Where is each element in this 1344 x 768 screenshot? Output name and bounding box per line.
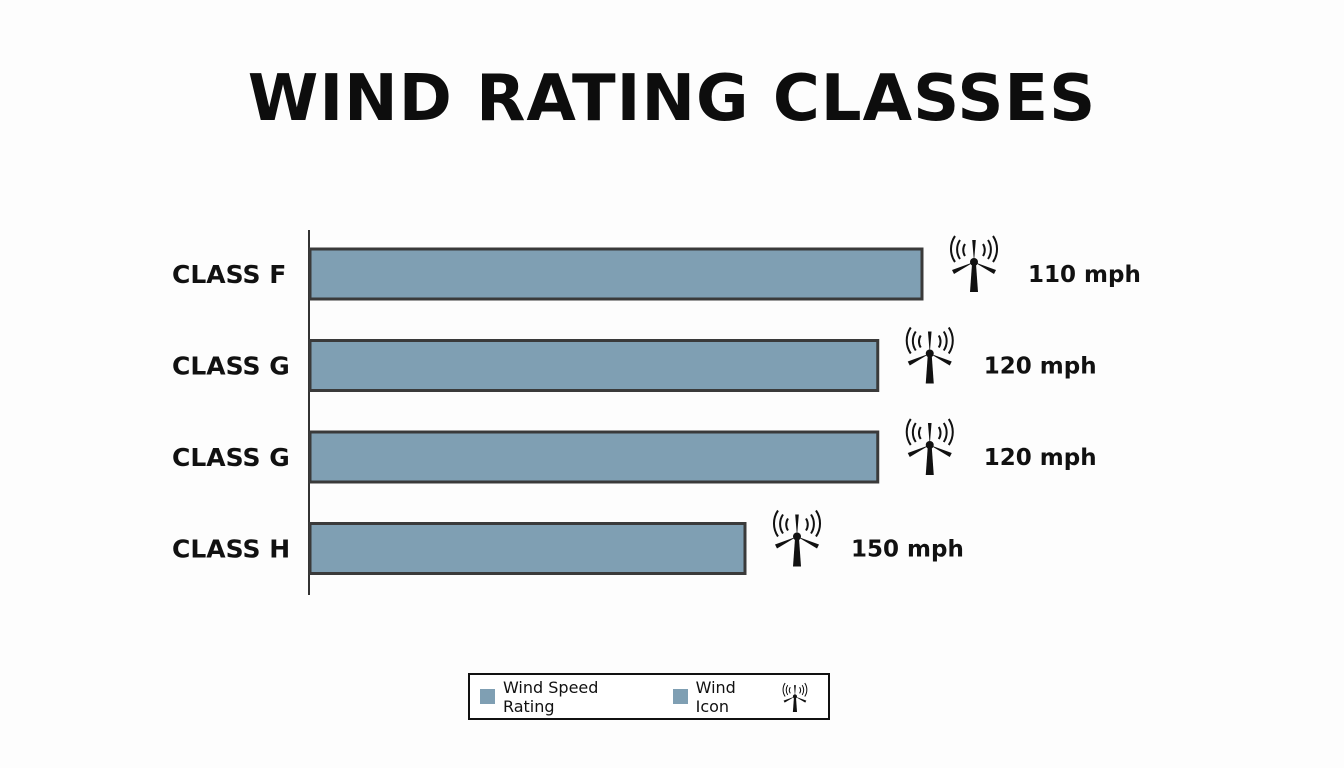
legend: Wind Speed Rating Wind Icon (468, 673, 830, 720)
wind-turbine-icon (905, 418, 954, 476)
legend-label: Wind Icon (695, 677, 736, 716)
legend-swatch (672, 689, 688, 704)
bar (308, 339, 880, 392)
category-label: CLASS F (172, 260, 286, 289)
wind-turbine-icon (772, 509, 822, 568)
legend-label: Wind Speed Rating (502, 677, 599, 716)
bar (308, 430, 880, 484)
value-label: 150 mph (851, 537, 964, 563)
legend-item-wind-speed-rating: Wind Speed Rating (480, 678, 655, 716)
wind-turbine-icon (782, 682, 808, 712)
legend-item-wind-icon: Wind Icon (672, 677, 810, 716)
category-label: CLASS G (172, 443, 290, 472)
bar (308, 522, 747, 575)
category-label: CLASS H (172, 535, 290, 564)
wind-turbine-icon (949, 235, 999, 293)
bar (308, 247, 924, 301)
legend-swatch (480, 689, 495, 704)
value-label: 120 mph (984, 354, 1097, 380)
wind-turbine-icon (905, 326, 954, 385)
value-label: 120 mph (984, 445, 1097, 471)
value-label: 110 mph (1028, 262, 1141, 288)
chart-title: WIND RATING CLASSES (247, 62, 1097, 136)
category-label: CLASS G (172, 352, 290, 381)
